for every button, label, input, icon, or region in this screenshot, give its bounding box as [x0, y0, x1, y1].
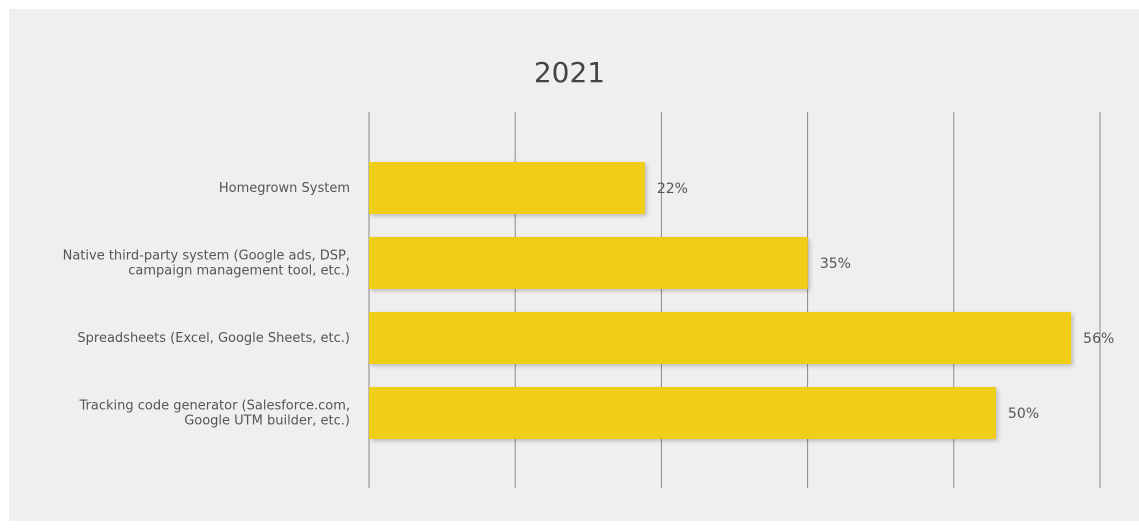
chart-title: 2021	[533, 56, 606, 89]
category-label-line: campaign management tool, etc.)	[128, 264, 350, 279]
value-label: 22%	[657, 181, 688, 197]
bar	[369, 237, 808, 289]
category-label-line: Spreadsheets (Excel, Google Sheets, etc.…	[77, 331, 350, 346]
value-labels: 22% 35% 56% 50%	[657, 181, 1114, 422]
category-label: Tracking code generator (Salesforce.com,…	[79, 399, 351, 429]
bar	[369, 387, 996, 439]
category-labels: Homegrown System Native third-party syste…	[63, 181, 350, 429]
category-label: Spreadsheets (Excel, Google Sheets, etc.…	[77, 331, 350, 346]
bars	[369, 162, 1072, 439]
category-label-line: Tracking code generator (Salesforce.com,	[79, 399, 351, 414]
category-label-line: Native third-party system (Google ads, D…	[63, 249, 350, 264]
category-label: Native third-party system (Google ads, D…	[63, 249, 350, 279]
value-label: 56%	[1083, 331, 1114, 347]
bar	[369, 312, 1072, 364]
category-label-line: Google UTM builder, etc.)	[184, 414, 350, 429]
bar	[369, 162, 645, 214]
value-label: 35%	[820, 256, 851, 272]
category-label-line: Homegrown System	[219, 181, 350, 196]
value-label: 50%	[1008, 406, 1039, 422]
category-label: Homegrown System	[219, 181, 350, 196]
